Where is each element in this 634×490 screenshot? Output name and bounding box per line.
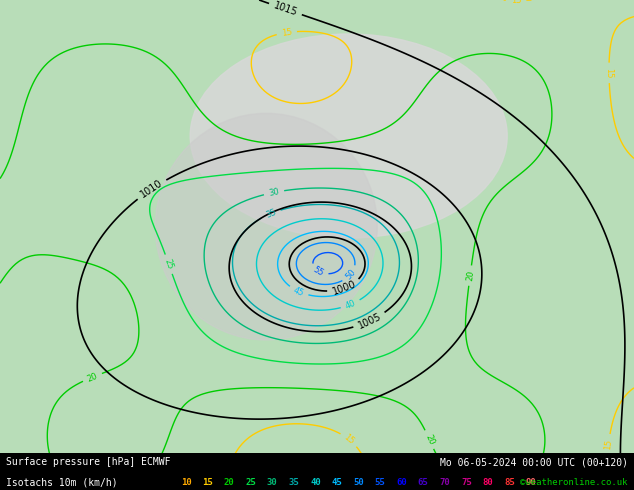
Text: 1005: 1005: [356, 311, 383, 331]
Text: 25: 25: [163, 258, 175, 270]
Text: 35: 35: [264, 207, 278, 220]
Text: 20: 20: [224, 478, 235, 487]
Text: 50: 50: [344, 268, 358, 281]
Text: 45: 45: [332, 478, 342, 487]
Text: 30: 30: [268, 187, 280, 198]
Text: 45: 45: [292, 285, 306, 298]
Text: Surface pressure [hPa] ECMWF: Surface pressure [hPa] ECMWF: [6, 458, 171, 467]
Text: 30: 30: [267, 478, 278, 487]
Text: 20: 20: [465, 270, 476, 281]
Text: 80: 80: [482, 478, 493, 487]
Text: 15: 15: [604, 439, 614, 450]
Text: 15: 15: [604, 68, 614, 78]
Text: 1000: 1000: [331, 279, 358, 297]
Text: 55: 55: [312, 265, 325, 278]
Text: ©weatheronline.co.uk: ©weatheronline.co.uk: [520, 478, 628, 487]
Ellipse shape: [155, 113, 377, 340]
Text: 25: 25: [245, 478, 256, 487]
Text: 60: 60: [396, 478, 407, 487]
Text: 90: 90: [526, 478, 536, 487]
Text: 70: 70: [439, 478, 450, 487]
Text: 15: 15: [511, 0, 521, 5]
Text: 50: 50: [353, 478, 364, 487]
Text: 85: 85: [504, 478, 515, 487]
Text: 40: 40: [310, 478, 321, 487]
Text: 20: 20: [86, 371, 99, 383]
Text: 20: 20: [423, 433, 436, 446]
Text: Isotachs 10m (km/h): Isotachs 10m (km/h): [6, 478, 118, 488]
Text: 55: 55: [375, 478, 385, 487]
Text: 75: 75: [461, 478, 472, 487]
Text: 1015: 1015: [272, 0, 299, 18]
Ellipse shape: [190, 34, 507, 238]
Text: 1010: 1010: [139, 178, 165, 200]
Text: 35: 35: [288, 478, 299, 487]
Text: 65: 65: [418, 478, 429, 487]
Text: 40: 40: [344, 298, 357, 311]
Text: 15: 15: [342, 433, 356, 446]
Text: 15: 15: [281, 27, 292, 38]
Text: Mo 06-05-2024 00:00 UTC (00+120): Mo 06-05-2024 00:00 UTC (00+120): [439, 458, 628, 467]
Text: 15: 15: [202, 478, 213, 487]
Text: 10: 10: [181, 478, 191, 487]
